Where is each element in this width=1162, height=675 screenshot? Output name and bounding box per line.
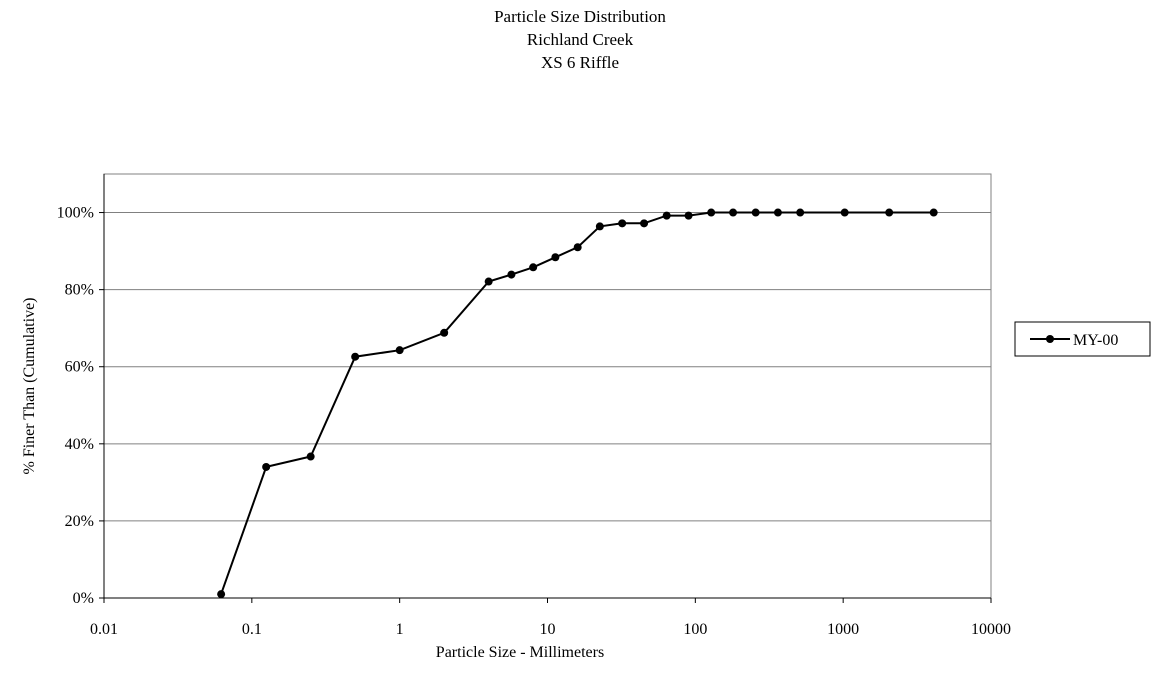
chart-title-line-1: Particle Size Distribution — [494, 7, 666, 26]
axes: 0% 20% 40% 60% 80% 100% 0.01 0.1 1 10 100 1000 10000 — [57, 174, 1011, 638]
y-tick-label: 20% — [65, 513, 94, 530]
series-line-my-00 — [220, 211, 934, 595]
data-point-marker — [929, 208, 938, 217]
data-point-marker — [707, 208, 716, 217]
data-point-marker — [529, 263, 538, 272]
data-point-marker — [351, 352, 360, 361]
legend-label: MY-00 — [1073, 332, 1118, 349]
data-point-marker — [551, 253, 560, 262]
data-point-marker — [751, 208, 760, 217]
x-tick-label: 1 — [396, 621, 404, 638]
y-tick-label: 60% — [65, 359, 94, 376]
x-tick-label: 100 — [683, 621, 707, 638]
data-point-marker — [662, 211, 671, 220]
data-point-marker — [440, 328, 449, 337]
y-tick-label: 100% — [57, 205, 94, 222]
data-point-marker — [885, 208, 894, 217]
legend: MY-00 — [1014, 321, 1151, 357]
x-axis-title: Particle Size - Millimeters — [436, 644, 604, 661]
data-point-marker — [773, 208, 782, 217]
chart-title: Particle Size Distribution Richland Cree… — [494, 7, 666, 72]
data-point-marker — [507, 270, 516, 279]
data-point-marker — [595, 222, 604, 231]
x-tick-label: 10 — [540, 621, 556, 638]
chart-title-line-3: XS 6 Riffle — [541, 53, 619, 72]
data-point-marker — [684, 211, 693, 220]
x-tick-label: 0.1 — [242, 621, 262, 638]
plot-area-border — [103, 173, 992, 599]
x-tick-label: 10000 — [971, 621, 1011, 638]
data-point-marker — [262, 462, 271, 471]
data-point-marker — [840, 208, 849, 217]
data-point-marker — [796, 208, 805, 217]
x-tick-label: 1000 — [827, 621, 859, 638]
chart-title-line-2: Richland Creek — [527, 30, 634, 49]
y-axis-title: % Finer Than (Cumulative) — [21, 298, 38, 475]
y-tick-label: 80% — [65, 282, 94, 299]
y-tick-label: 0% — [73, 590, 94, 607]
data-point-marker — [217, 590, 226, 599]
y-tick-label: 40% — [65, 436, 94, 453]
data-point-marker — [484, 277, 493, 286]
x-tick-label: 0.01 — [90, 621, 118, 638]
series-layer — [217, 208, 938, 599]
data-point-marker — [306, 452, 315, 461]
data-point-marker — [640, 219, 649, 228]
data-point-marker — [618, 219, 627, 228]
data-point-marker — [573, 243, 582, 252]
gridlines — [104, 212, 991, 522]
data-point-marker — [729, 208, 738, 217]
legend-marker-swatch — [1046, 335, 1054, 343]
data-point-marker — [395, 346, 404, 355]
